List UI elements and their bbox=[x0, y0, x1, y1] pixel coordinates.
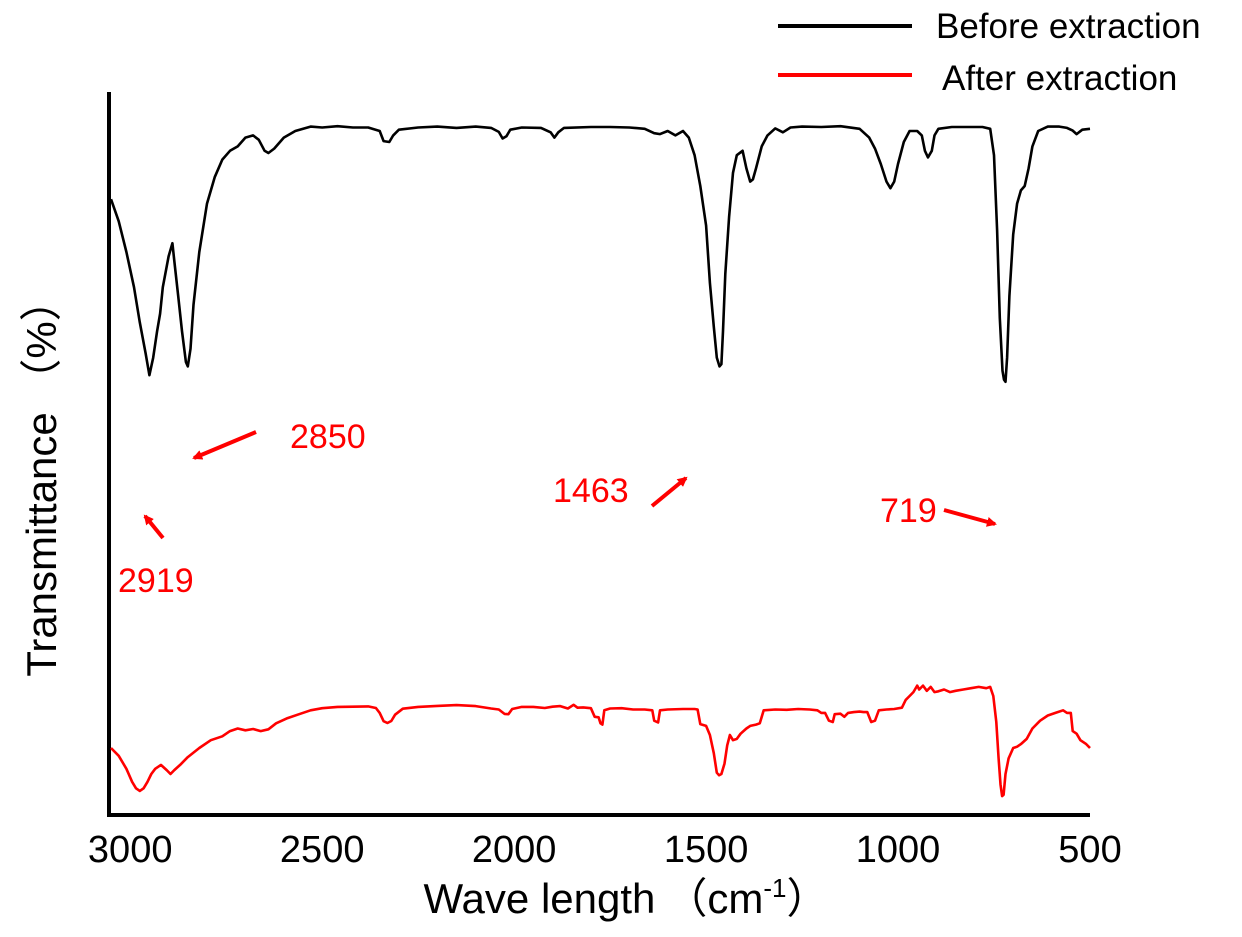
annotation-label-719: 719 bbox=[880, 492, 937, 530]
x-tick-labels: 3000 2500 2000 1500 1000 500 bbox=[88, 829, 1122, 871]
annotation-arrow-1463 bbox=[650, 476, 688, 508]
x-tick-label-3000: 3000 bbox=[88, 829, 173, 871]
annotation-arrow-719 bbox=[943, 508, 997, 527]
y-axis-title: Transmittance （%） bbox=[18, 279, 65, 677]
x-tick-label-1000: 1000 bbox=[856, 829, 941, 871]
legend: Before extraction After extraction bbox=[778, 7, 1201, 98]
x-tick-label-500: 500 bbox=[1058, 829, 1121, 871]
annotation-label-1463: 1463 bbox=[553, 472, 629, 510]
series-line-after-extraction bbox=[110, 684, 1091, 798]
legend-label-before: Before extraction bbox=[936, 7, 1201, 46]
annotation-label-2919: 2919 bbox=[118, 562, 194, 600]
x-axis-title: Wave length （cm-1） bbox=[423, 873, 828, 922]
series-line-before-extraction bbox=[109, 124, 1091, 384]
x-tick-label-1500: 1500 bbox=[664, 829, 749, 871]
annotation-arrow-2919 bbox=[143, 514, 165, 540]
annotation-label-2850: 2850 bbox=[290, 418, 366, 456]
x-tick-label-2000: 2000 bbox=[472, 829, 557, 871]
legend-label-after: After extraction bbox=[942, 59, 1177, 98]
x-tick-label-2500: 2500 bbox=[280, 829, 365, 871]
annotations: 2850 2919 1463 719 bbox=[118, 418, 997, 600]
annotation-arrow-2850 bbox=[192, 430, 257, 460]
